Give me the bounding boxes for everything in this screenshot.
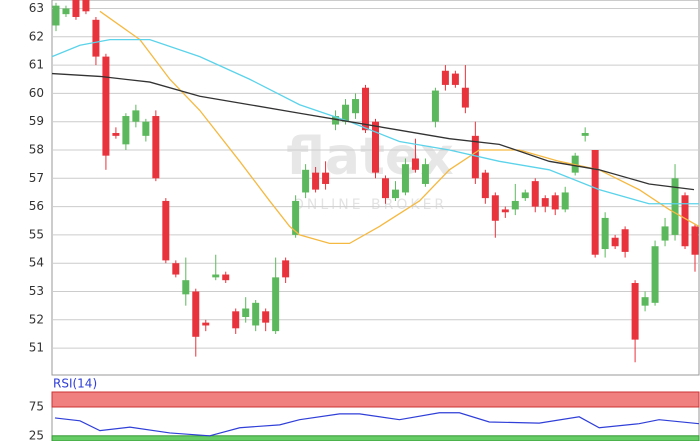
- candle-body: [671, 178, 679, 235]
- price-plot: [51, 0, 700, 376]
- candle-body: [212, 274, 220, 278]
- y-tick-label: 54: [29, 256, 44, 270]
- candle-body: [401, 164, 409, 193]
- candle-body: [122, 116, 130, 145]
- y-tick-label: 61: [29, 58, 44, 72]
- y-tick-label: 57: [29, 171, 44, 185]
- candle-body: [352, 99, 360, 114]
- candle-body: [272, 277, 280, 332]
- candle-body: [162, 200, 170, 261]
- candle-body: [242, 308, 250, 317]
- candle-body: [681, 195, 689, 247]
- candle-body: [252, 302, 260, 326]
- y-tick-label: 59: [29, 114, 44, 128]
- candle-body: [112, 133, 120, 136]
- candle-body: [471, 135, 479, 179]
- candle-body: [192, 291, 200, 337]
- candle-body: [451, 73, 459, 85]
- moving-average: [51, 72, 695, 191]
- candle-body: [531, 181, 539, 207]
- candle-body: [342, 104, 350, 122]
- y-tick-label: 25: [29, 428, 44, 441]
- candle-body: [62, 8, 70, 15]
- candle-body: [411, 158, 419, 170]
- candle-body: [132, 110, 140, 122]
- overbought-band: [51, 391, 700, 408]
- candle-body: [182, 280, 190, 295]
- y-tick-label: 52: [29, 312, 44, 326]
- candle-body: [621, 229, 629, 252]
- candle-body: [302, 169, 310, 193]
- y-tick-label: 75: [29, 399, 44, 413]
- candle-body: [52, 5, 60, 26]
- candle-body: [332, 116, 340, 125]
- candle-body: [381, 178, 389, 199]
- candle-body: [491, 195, 499, 221]
- y-tick-label: 60: [29, 86, 44, 100]
- y-tick-label: 62: [29, 29, 44, 43]
- y-tick-label: 51: [29, 341, 44, 355]
- candle-body: [312, 172, 320, 190]
- candle-body: [232, 311, 240, 329]
- candle-body: [222, 274, 230, 281]
- candle-body: [631, 283, 639, 340]
- candle-body: [511, 200, 519, 210]
- candle-body: [561, 192, 569, 210]
- y-tick-label: 58: [29, 143, 44, 157]
- candle-body: [441, 70, 449, 85]
- candle-body: [641, 297, 649, 306]
- candle-body: [481, 172, 489, 199]
- oversold-band: [51, 435, 700, 441]
- candle-body: [431, 90, 439, 122]
- y-tick-label: 53: [29, 284, 44, 298]
- candle-body: [282, 260, 290, 278]
- candle-body: [501, 209, 509, 213]
- candle-body: [172, 263, 180, 275]
- candle-body: [581, 133, 589, 136]
- candle-body: [421, 164, 429, 184]
- candle-body: [691, 226, 699, 255]
- candle-body: [601, 217, 609, 250]
- candle-body: [541, 198, 549, 207]
- rsi-line: [54, 412, 700, 437]
- watermark-sub: ONLINE BROKER: [293, 197, 447, 213]
- candle-body: [142, 121, 150, 136]
- candle-body: [551, 195, 559, 210]
- candle-body: [322, 172, 330, 184]
- candle-body: [362, 87, 370, 131]
- y-tick-label: 56: [29, 199, 44, 213]
- candle-body: [372, 121, 379, 173]
- candle-body: [391, 189, 399, 199]
- candle-body: [92, 19, 100, 57]
- candle-body: [651, 246, 659, 303]
- y-tick-label: 55: [29, 227, 44, 241]
- rsi-title: RSI(14): [53, 377, 97, 391]
- y-tick-label: 63: [29, 1, 44, 15]
- candle-body: [292, 200, 300, 235]
- candle-body: [72, 0, 80, 17]
- candle-body: [461, 87, 469, 108]
- candle-body: [521, 192, 529, 199]
- candle-body: [202, 322, 210, 326]
- candle-body: [661, 226, 669, 241]
- candle-body: [102, 56, 110, 156]
- candle-body: [611, 237, 619, 247]
- candle-body: [591, 150, 599, 255]
- candle-body: [152, 116, 160, 179]
- candle-body: [262, 311, 270, 323]
- candle-body: [82, 0, 90, 12]
